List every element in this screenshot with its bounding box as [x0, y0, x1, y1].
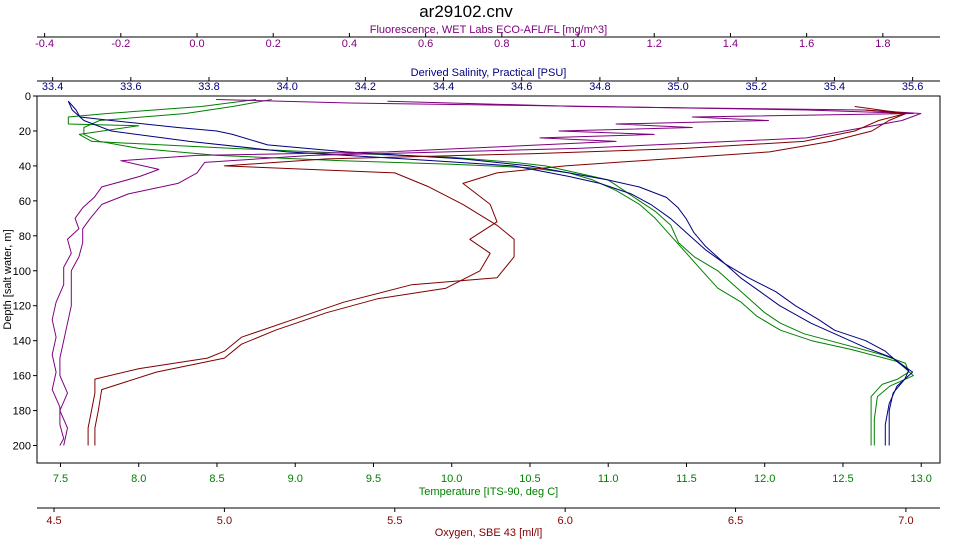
fluorescence-axis-label: Fluorescence, WET Labs ECO-AFL/FL [mg/m^… — [370, 24, 607, 36]
oxygen-tick-label: 6.5 — [728, 515, 743, 527]
oxygen-upcast-line — [94, 106, 907, 446]
salinity-tick-label: 35.2 — [746, 81, 767, 93]
fluorescence-tick-label: 0.8 — [494, 38, 509, 50]
salinity-tick-label: 34.2 — [355, 81, 376, 93]
fluorescence-tick-label: 1.2 — [647, 38, 662, 50]
y-tick-label: 40 — [19, 161, 31, 173]
y-tick-label: 140 — [13, 336, 31, 348]
fluorescence-upcast-line — [59, 100, 922, 446]
salinity-tick-label: 33.6 — [120, 81, 141, 93]
temperature-upcast-line — [83, 99, 914, 446]
series-lines — [51, 99, 922, 446]
fluorescence-tick-label: 1.0 — [570, 38, 585, 50]
fluorescence-tick-label: 1.6 — [799, 38, 814, 50]
fluorescence-tick-label: 1.8 — [875, 38, 890, 50]
salinity-tick-label: 34.0 — [276, 81, 297, 93]
salinity-downcast-line — [67, 100, 910, 446]
salinity-tick-label: 35.0 — [667, 81, 688, 93]
oxygen-axis-label: Oxygen, SBE 43 [ml/l] — [435, 527, 543, 539]
salinity-tick-label: 34.8 — [589, 81, 610, 93]
temperature-tick-label: 7.5 — [53, 473, 68, 485]
y-tick-label: 20 — [19, 126, 31, 138]
oxygen-tick-label: 5.5 — [387, 515, 402, 527]
oxygen-tick-label: 4.5 — [46, 515, 61, 527]
salinity-tick-label: 34.6 — [511, 81, 532, 93]
chart-title: ar29102.cnv — [419, 2, 513, 21]
y-tick-label: 200 — [13, 441, 31, 453]
temperature-axis-label: Temperature [ITS-90, deg C] — [419, 486, 558, 498]
fluorescence-tick-label: -0.2 — [111, 38, 130, 50]
temperature-downcast-line — [67, 99, 910, 446]
salinity-tick-label: 35.6 — [902, 81, 923, 93]
y-tick-label: 60 — [19, 196, 31, 208]
fluorescence-tick-label: 1.4 — [723, 38, 738, 50]
temperature-tick-label: 8.5 — [209, 473, 224, 485]
temperature-tick-label: 9.0 — [288, 473, 303, 485]
temperature-tick-label: 8.0 — [131, 473, 146, 485]
y-tick-label: 0 — [25, 91, 31, 103]
y-axis-label: Depth [salt water, m] — [2, 229, 14, 329]
temperature-tick-label: 13.0 — [911, 473, 932, 485]
temperature-tick-label: 12.0 — [754, 473, 775, 485]
temperature-tick-label: 12.5 — [832, 473, 853, 485]
fluorescence-tick-label: 0.2 — [266, 38, 281, 50]
fluorescence-tick-label: -0.4 — [35, 38, 54, 50]
temperature-tick-label: 9.5 — [366, 473, 381, 485]
salinity-tick-label: 34.4 — [433, 81, 454, 93]
y-tick-label: 160 — [13, 371, 31, 383]
y-tick-label: 120 — [13, 301, 31, 313]
temperature-tick-label: 11.0 — [598, 473, 619, 485]
salinity-axis-label: Derived Salinity, Practical [PSU] — [411, 67, 567, 79]
plot-frame — [36, 95, 941, 464]
y-tick-label: 80 — [19, 231, 31, 243]
y-tick-label: 180 — [13, 406, 31, 418]
temperature-tick-label: 10.0 — [441, 473, 462, 485]
fluorescence-tick-label: 0.0 — [189, 38, 204, 50]
axes: 0 20 40 60 80 100 120 140 160 180 200 Depth [salt w… — [2, 24, 941, 539]
oxygen-tick-label: 5.0 — [217, 515, 232, 527]
fluorescence-downcast-line — [51, 99, 914, 446]
temperature-tick-label: 11.5 — [676, 473, 697, 485]
temperature-tick-label: 10.5 — [519, 473, 540, 485]
oxygen-downcast-line — [87, 109, 907, 446]
salinity-tick-label: 33.4 — [42, 81, 63, 93]
salinity-tick-label: 35.4 — [824, 81, 845, 93]
y-tick-label: 100 — [13, 266, 31, 278]
fluorescence-tick-label: 0.6 — [418, 38, 433, 50]
oxygen-tick-label: 6.0 — [558, 515, 573, 527]
salinity-tick-label: 33.8 — [198, 81, 219, 93]
fluorescence-tick-label: 0.4 — [342, 38, 357, 50]
oxygen-tick-label: 7.0 — [898, 515, 913, 527]
salinity-upcast-line — [67, 100, 914, 446]
